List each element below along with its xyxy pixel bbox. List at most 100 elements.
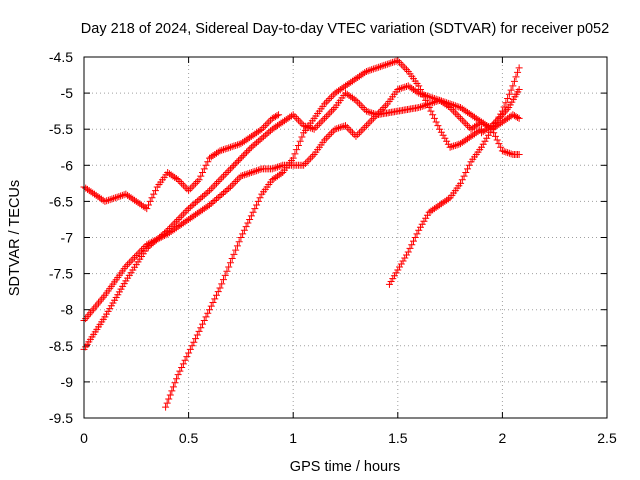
data-point	[368, 66, 376, 74]
data-point	[515, 114, 523, 122]
data-point	[369, 65, 377, 73]
data-point	[188, 342, 196, 350]
data-point	[188, 183, 196, 191]
data-point	[204, 158, 212, 166]
data-point	[498, 111, 506, 119]
data-point	[387, 59, 395, 67]
data-point	[484, 131, 492, 139]
data-point	[328, 129, 336, 137]
data-point	[192, 335, 200, 343]
data-point	[308, 152, 316, 160]
data-point	[251, 140, 259, 148]
data-point	[371, 110, 379, 118]
data-point	[212, 179, 220, 187]
data-point	[165, 395, 173, 403]
data-point	[404, 248, 412, 256]
data-point	[86, 309, 94, 317]
data-point	[453, 102, 461, 110]
data-point	[176, 367, 184, 375]
data-point	[150, 190, 158, 198]
data-point	[162, 403, 170, 411]
data-point	[455, 103, 463, 111]
data-point	[178, 212, 186, 220]
data-point	[110, 194, 118, 202]
data-point	[479, 140, 487, 148]
data-point	[176, 214, 184, 222]
data-point	[85, 311, 93, 319]
data-point	[206, 201, 214, 209]
data-point	[202, 190, 210, 198]
data-point	[491, 132, 499, 140]
data-point	[226, 165, 234, 173]
data-point	[181, 183, 189, 191]
data-point	[163, 399, 171, 407]
data-point	[338, 123, 346, 131]
data-point	[216, 147, 224, 155]
data-point	[457, 114, 465, 122]
data-point	[352, 96, 360, 104]
data-point	[451, 102, 459, 110]
data-point	[450, 107, 458, 115]
data-point	[171, 219, 179, 227]
data-point	[138, 246, 146, 254]
data-point	[406, 244, 414, 252]
data-point	[427, 99, 435, 107]
data-point	[197, 172, 205, 180]
data-point	[265, 128, 273, 136]
data-point	[225, 184, 233, 192]
data-point	[515, 64, 523, 72]
data-point	[354, 98, 362, 106]
data-point	[389, 58, 397, 66]
data-point	[403, 82, 411, 90]
data-point	[193, 178, 201, 186]
data-point	[258, 134, 266, 142]
data-point	[190, 181, 198, 189]
data-point	[504, 95, 512, 103]
data-point	[174, 215, 182, 223]
tick-labels: 0 0.5 1 1.5 2 2.5 -9.5 -9 -8.5 -8 -7.5 -7 -6.5 -6 -5.5…	[49, 49, 617, 446]
data-point	[165, 224, 173, 232]
data-point	[193, 331, 201, 339]
series-track-6	[477, 85, 523, 137]
data-point	[354, 131, 362, 139]
data-point	[425, 104, 433, 112]
data-point	[505, 90, 513, 98]
data-point	[507, 86, 515, 94]
data-point	[502, 148, 510, 156]
data-point	[373, 64, 381, 72]
data-point	[234, 157, 242, 165]
data-point	[233, 158, 241, 166]
data-point	[420, 217, 428, 225]
data-point	[185, 205, 193, 213]
data-point	[249, 168, 257, 176]
x-tick-label: 1	[289, 430, 297, 446]
data-point	[268, 165, 276, 173]
data-point	[214, 178, 222, 186]
data-point	[96, 297, 104, 305]
x-tick-label: 0	[80, 430, 88, 446]
data-point	[151, 187, 159, 195]
data-point	[397, 260, 405, 268]
data-point	[173, 375, 181, 383]
data-point	[236, 155, 244, 163]
data-point	[493, 136, 501, 144]
data-point	[275, 163, 283, 171]
data-point	[265, 118, 273, 126]
data-point	[443, 137, 451, 145]
data-point	[430, 114, 438, 122]
data-point	[403, 251, 411, 259]
data-point	[293, 146, 301, 154]
data-point	[362, 67, 370, 75]
data-point	[104, 196, 112, 204]
data-point	[378, 62, 386, 70]
data-point	[464, 122, 472, 130]
chart-title: Day 218 of 2024, Sidereal Day-to-day VTE…	[81, 21, 609, 37]
data-point	[251, 167, 259, 175]
data-point	[443, 99, 451, 107]
data-point	[125, 259, 133, 267]
data-point	[460, 118, 468, 126]
data-point	[221, 187, 229, 195]
data-point	[274, 163, 282, 171]
data-point	[436, 125, 444, 133]
data-point	[503, 105, 511, 113]
